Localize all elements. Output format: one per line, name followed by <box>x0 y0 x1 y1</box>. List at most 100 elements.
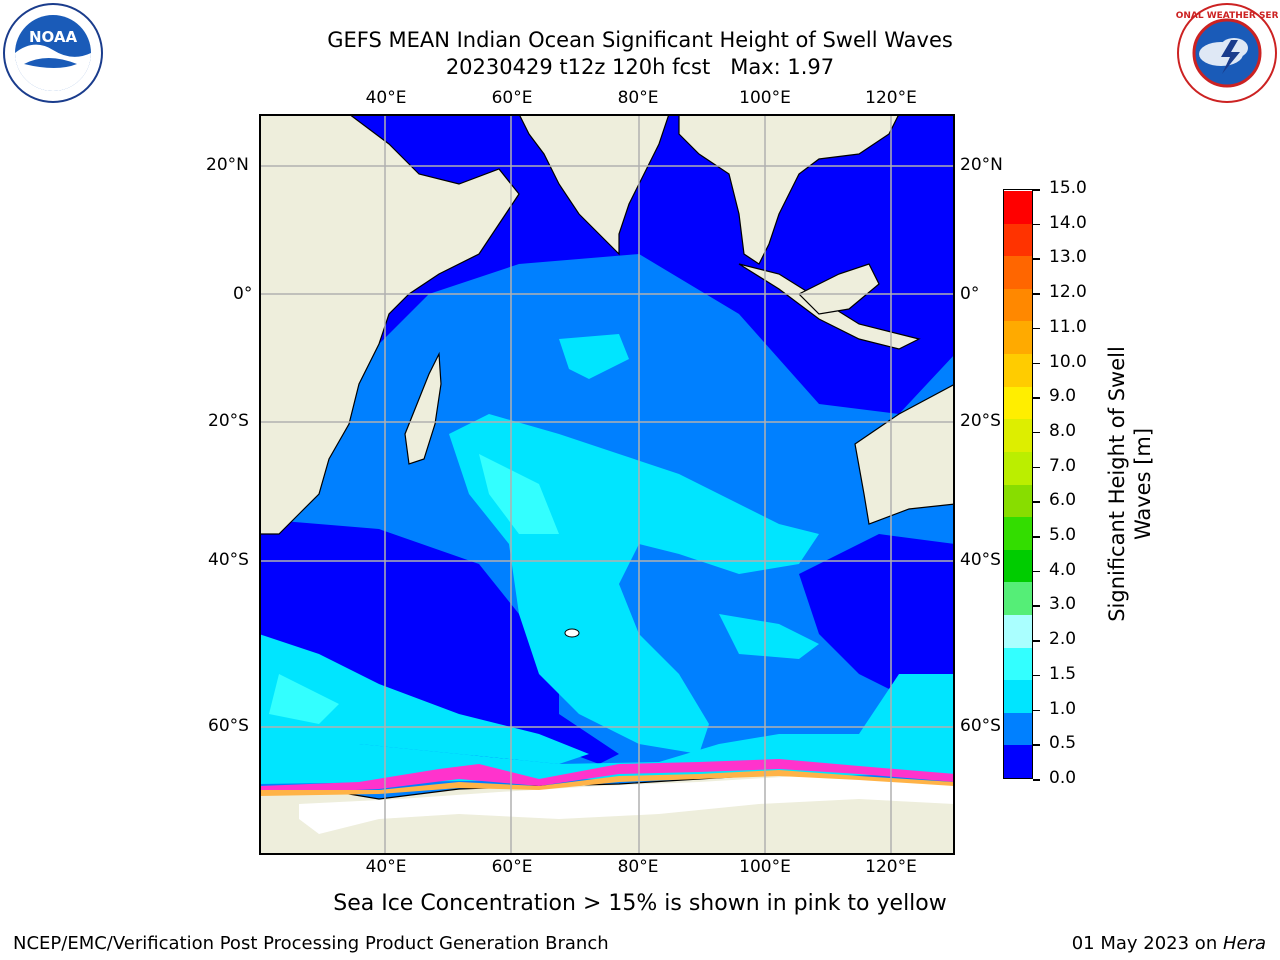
high-swell-south <box>260 674 954 784</box>
land-australia <box>854 383 954 525</box>
lat-label-left: 40°S <box>208 550 249 570</box>
colorbar-tick-mark <box>1033 779 1040 781</box>
land-southeast-asia <box>678 115 900 265</box>
low-swell-southwest <box>260 519 559 764</box>
footer-date-text: 01 May 2023 on <box>1071 933 1223 954</box>
lat-label-left: 0° <box>233 284 253 304</box>
land-india <box>518 115 670 256</box>
colorbar-segment <box>1004 353 1032 387</box>
colorbar-tick-label: 13.0 <box>1049 247 1087 268</box>
colorbar-title-line2: Waves [m] <box>1131 427 1155 541</box>
lon-label-top: 60°E <box>491 88 533 108</box>
colorbar-segment <box>1004 712 1032 746</box>
colorbar-tick-mark <box>1033 605 1040 607</box>
map-subtitle: 20230429 t12z 120h fcst Max: 1.97 <box>445 55 835 79</box>
colorbar-tick-label: 3.0 <box>1049 594 1077 615</box>
colorbar-tick-label: 7.0 <box>1049 455 1077 476</box>
colorbar-segment <box>1004 484 1032 518</box>
colorbar-tick-label: 11.0 <box>1049 316 1087 337</box>
colorbar-title-line1: Significant Height of Swell <box>1105 346 1129 622</box>
colorbar-segment <box>1004 255 1032 289</box>
colorbar-segment <box>1004 614 1032 648</box>
colorbar-segment <box>1004 223 1032 257</box>
lat-label-left: 20°N <box>206 155 249 175</box>
noaa-logo-icon: NOAA <box>3 3 103 103</box>
footer-branch: NCEP/EMC/Verification Post Processing Pr… <box>13 933 609 954</box>
colorbar <box>1003 189 1033 779</box>
colorbar-segment <box>1004 744 1032 778</box>
colorbar-tick-mark <box>1033 640 1040 642</box>
lat-label-right: 20°N <box>960 155 1003 175</box>
nws-logo-icon: NATIONAL WEATHER SERVICE <box>1176 3 1278 103</box>
colorbar-segment <box>1004 190 1032 224</box>
colorbar-tick-label: 0.0 <box>1049 768 1077 788</box>
high-swell-patch-east <box>719 614 819 659</box>
colorbar-tick-label: 12.0 <box>1049 282 1087 303</box>
colorbar-tick-mark <box>1033 744 1040 746</box>
lat-label-left: 20°S <box>208 411 249 431</box>
colorbar-tick-mark <box>1033 293 1040 295</box>
colorbar-tick-mark <box>1033 258 1040 260</box>
colorbar-segment <box>1004 549 1032 583</box>
colorbar-segment <box>1004 581 1032 615</box>
low-swell-patch <box>499 674 619 764</box>
colorbar-segment <box>1004 418 1032 452</box>
colorbar-segment <box>1004 679 1032 713</box>
colorbar-tick-label: 5.0 <box>1049 525 1077 546</box>
antarctic-ice-shelf <box>299 776 954 834</box>
colorbar-tick-mark <box>1033 431 1040 434</box>
colorbar-tick-mark <box>1033 223 1040 226</box>
colorbar-tick-mark <box>1033 466 1040 469</box>
swell-height-map <box>259 114 955 855</box>
map-gridlines <box>260 115 954 854</box>
high-swell-southwest <box>260 634 589 764</box>
nws-logo-text: NATIONAL WEATHER SERVICE <box>1176 11 1278 21</box>
lat-label-left: 60°S <box>208 716 249 736</box>
lon-label-top: 40°E <box>365 88 407 108</box>
map-title: GEFS MEAN Indian Ocean Significant Heigh… <box>327 28 953 52</box>
island-kerguelen <box>564 628 580 638</box>
lat-label-right: 60°S <box>960 716 1001 736</box>
lat-label-right: 0° <box>960 284 980 304</box>
land-borneo <box>797 263 880 315</box>
map-frame <box>259 114 955 855</box>
colorbar-tick-label: 10.0 <box>1049 351 1087 372</box>
colorbar-tick-mark <box>1033 501 1040 503</box>
colorbar-tick-mark <box>1033 327 1040 330</box>
high-swell-patch-north <box>559 334 629 379</box>
colorbar-segment <box>1004 451 1032 485</box>
colorbar-tick-label: 0.5 <box>1049 733 1077 754</box>
higher-swell-west <box>269 674 339 724</box>
colorbar-tick-mark <box>1033 189 1040 191</box>
low-swell-southeast <box>799 534 954 714</box>
colorbar-tick-mark <box>1033 397 1040 399</box>
lon-label-bottom: 60°E <box>491 857 533 877</box>
colorbar-tick-label: 15.0 <box>1049 178 1087 198</box>
colorbar-tick-mark <box>1033 536 1040 538</box>
colorbar-tick-label: 14.0 <box>1049 212 1087 233</box>
colorbar-segment <box>1004 288 1032 322</box>
colorbar-tick-mark <box>1033 570 1040 573</box>
lat-label-right: 20°S <box>960 411 1001 431</box>
colorbar-segment <box>1004 386 1032 420</box>
lon-label-bottom: 120°E <box>865 857 917 877</box>
colorbar-tick-label: 1.0 <box>1049 698 1077 719</box>
land-madagascar <box>404 351 442 465</box>
colorbar-tick-mark <box>1033 362 1040 365</box>
colorbar-tick-label: 2.0 <box>1049 629 1077 650</box>
colorbar-ticks: 15.0 14.0 13.0 12.0 11.0 10.0 9.0 8.0 7.0 6.0 5.0 4… <box>1033 178 1115 788</box>
colorbar-tick-mark <box>1033 674 1040 677</box>
colorbar-segment <box>1004 320 1032 355</box>
sea-ice-orange <box>260 770 954 796</box>
lon-label-top: 80°E <box>617 88 659 108</box>
colorbar-tick-label: 9.0 <box>1049 386 1077 407</box>
colorbar-segment <box>1004 647 1032 681</box>
colorbar-segment <box>1004 516 1032 550</box>
lon-label-top: 100°E <box>739 88 791 108</box>
higher-swell-core <box>479 454 559 534</box>
sea-ice-pink <box>260 759 954 794</box>
lon-label-top: 120°E <box>865 88 917 108</box>
lon-label-bottom: 40°E <box>365 857 407 877</box>
colorbar-tick-label: 4.0 <box>1049 559 1077 580</box>
footer-machine: Hera <box>1222 933 1266 954</box>
